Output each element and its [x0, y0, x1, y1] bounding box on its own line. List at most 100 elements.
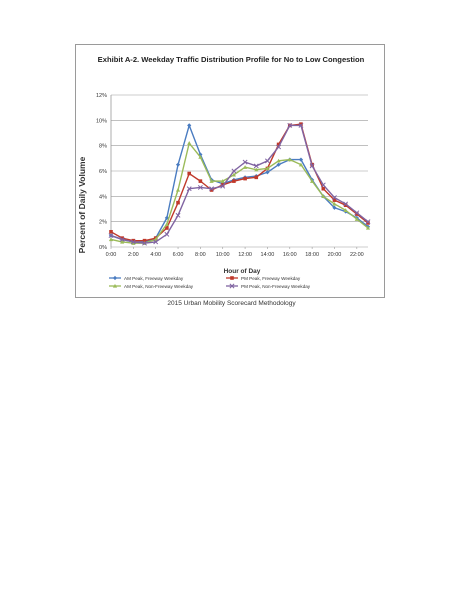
- data-point: [131, 238, 136, 243]
- data-point: [254, 167, 259, 172]
- y-tick-label: 8%: [99, 144, 107, 150]
- data-point: [321, 186, 326, 191]
- y-axis-label: Percent of Daily Volume: [77, 156, 87, 253]
- data-point: [276, 144, 282, 150]
- data-point: [320, 182, 326, 188]
- data-point: [310, 179, 315, 183]
- data-point: [175, 162, 181, 167]
- series-line: [110, 124, 369, 244]
- page-caption: 2015 Urban Mobility Scorecard Methodolog…: [167, 300, 296, 307]
- data-point: [254, 175, 259, 180]
- data-point: [355, 212, 359, 216]
- data-point: [242, 165, 248, 169]
- data-point: [366, 221, 370, 225]
- legend-label: AM Peak, Freeway Weekday: [124, 276, 184, 281]
- legend-label: PM Peak, Non-Freeway Weekday: [241, 284, 311, 289]
- data-point: [230, 276, 234, 280]
- axis-ticks: 0% 2% 4% 6% 8% 10% 12% 0:00 2:00 4:00 6:00 8:00 10:0…: [96, 93, 364, 258]
- data-point: [243, 176, 247, 181]
- chart: Exhibit A-2. Weekday Traffic Distributio…: [77, 55, 371, 289]
- data-point: [264, 158, 270, 164]
- y-tick-label: 2%: [99, 220, 107, 226]
- data-point: [153, 237, 158, 242]
- data-point: [175, 187, 181, 192]
- x-tick-label: 18:00: [305, 252, 319, 258]
- data-point: [197, 185, 203, 190]
- legend-item: PM Peak, Freeway Weekday: [226, 276, 301, 281]
- data-point: [321, 194, 326, 199]
- x-tick-label: 12:00: [238, 252, 252, 258]
- x-tick-label: 4:00: [150, 252, 161, 258]
- data-point: [130, 239, 136, 245]
- data-point: [332, 201, 337, 206]
- data-point: [120, 236, 124, 240]
- legend: AM Peak, Freeway Weekday PM Peak, Freeway…: [109, 276, 311, 289]
- series-pm-nonfreeway: [108, 122, 371, 246]
- data-point: [112, 283, 118, 288]
- data-point: [354, 210, 360, 216]
- series-am-freeway: [108, 123, 371, 245]
- data-point: [108, 237, 114, 242]
- data-point: [231, 172, 237, 177]
- data-point: [299, 122, 303, 126]
- data-point: [332, 195, 337, 201]
- data-point: [231, 168, 237, 174]
- data-point: [276, 142, 281, 147]
- data-point: [229, 283, 235, 289]
- x-tick-label: 10:00: [216, 252, 230, 258]
- data-point: [332, 205, 337, 210]
- data-point: [276, 158, 281, 163]
- data-point: [198, 154, 203, 159]
- data-point: [220, 183, 225, 187]
- data-point: [187, 141, 192, 145]
- data-point: [142, 238, 147, 243]
- data-point: [209, 186, 215, 192]
- data-point: [276, 162, 281, 167]
- data-point: [187, 171, 192, 176]
- data-point: [220, 183, 226, 189]
- data-point: [343, 208, 348, 212]
- data-point: [119, 236, 125, 242]
- data-point: [365, 219, 371, 225]
- data-point: [198, 179, 203, 183]
- data-point: [164, 231, 170, 237]
- legend-label: AM Peak, Non-Freeway Weekday: [124, 284, 194, 289]
- data-point: [187, 123, 192, 128]
- x-tick-label: 2:00: [128, 252, 139, 258]
- legend-item: AM Peak, Freeway Weekday: [109, 276, 184, 281]
- data-point: [142, 240, 147, 246]
- data-point: [108, 233, 114, 239]
- gridlines: [110, 94, 368, 248]
- chart-title: Exhibit A-2. Weekday Traffic Distributio…: [98, 55, 365, 64]
- data-point: [176, 200, 180, 205]
- series-line: [110, 124, 369, 243]
- data-point: [332, 198, 337, 202]
- x-tick-label: 16:00: [283, 252, 297, 258]
- data-point: [253, 163, 259, 169]
- data-point: [265, 166, 270, 171]
- data-point: [175, 212, 181, 218]
- data-point: [220, 179, 225, 183]
- y-tick-label: 10%: [96, 118, 107, 124]
- y-tick-label: 6%: [99, 169, 107, 175]
- data-point: [232, 179, 236, 183]
- series-pm-freeway: [109, 122, 370, 243]
- series-lines: [108, 122, 371, 246]
- legend-item: PM Peak, Non-Freeway Weekday: [226, 283, 311, 289]
- data-point: [131, 241, 136, 245]
- data-point: [309, 163, 315, 169]
- data-point: [209, 188, 214, 192]
- data-point: [186, 186, 192, 192]
- data-point: [343, 203, 348, 207]
- data-point: [298, 122, 304, 128]
- data-point: [354, 217, 359, 221]
- x-tick-label: 20:00: [328, 252, 342, 258]
- x-tick-label: 14:00: [261, 252, 275, 258]
- legend-label: PM Peak, Freeway Weekday: [241, 276, 301, 281]
- data-point: [112, 275, 118, 281]
- y-tick-label: 12%: [96, 93, 107, 99]
- data-point: [365, 225, 371, 230]
- data-point: [165, 226, 169, 230]
- data-point: [153, 239, 159, 245]
- x-tick-label: 6:00: [173, 252, 184, 258]
